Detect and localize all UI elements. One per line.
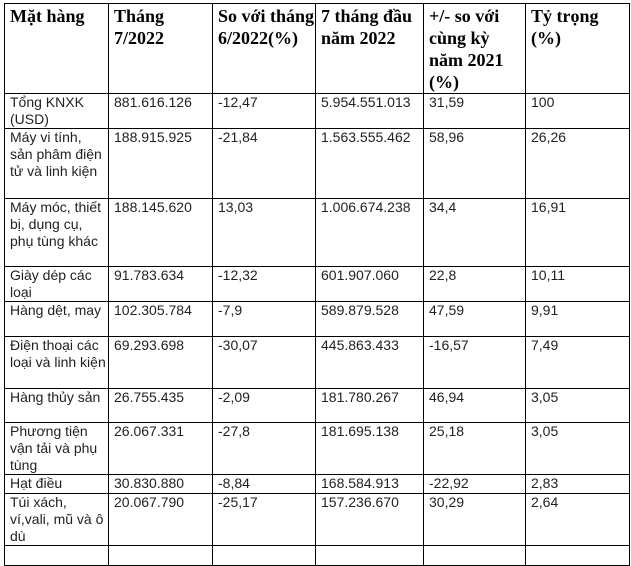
vs-prev-month: 13,03 <box>212 198 316 267</box>
table-row: Điện thoại các loại và linh kiện 69.293.6… <box>4 336 630 389</box>
share: 9,91 <box>525 301 630 337</box>
seven-month-value: 601.907.060 <box>315 266 424 302</box>
item-name: Máy vi tính, sản phâm điện tử và linh ki… <box>4 128 109 199</box>
vs-last-year: -16,57 <box>423 336 526 389</box>
vs-last-year: 46,94 <box>423 388 526 423</box>
vs-prev-month: -21,84 <box>212 128 316 199</box>
table-row: Tổng KNXK (USD) 881.616.126 -12,47 5.954.55… <box>4 93 630 129</box>
vs-last-year: -22,92 <box>423 474 526 494</box>
month-value: 102.305.784 <box>108 301 213 337</box>
table-row: Hàng thủy sản 26.755.435 -2,09 181.780.267 4… <box>4 388 630 423</box>
share: 3,05 <box>525 388 630 423</box>
table-body: Tổng KNXK (USD) 881.616.126 -12,47 5.954.55… <box>4 93 630 566</box>
header-7-months: 7 tháng đầu năm 2022 <box>315 3 424 94</box>
month-value: 26.755.435 <box>108 388 213 423</box>
table-row: Hàng dệt, may 102.305.784 -7,9 589.879.528 4… <box>4 301 630 337</box>
seven-month-value: 181.780.267 <box>315 388 424 423</box>
seven-month-value: 157.236.670 <box>315 493 424 546</box>
header-month: Tháng 7/2022 <box>108 3 213 94</box>
empty-cell <box>315 545 424 566</box>
header-share: Tỷ trọng (%) <box>525 3 630 94</box>
month-value: 30.830.880 <box>108 474 213 494</box>
seven-month-value: 1.563.555.462 <box>315 128 424 199</box>
share: 3,05 <box>525 422 630 475</box>
vs-prev-month: -2,09 <box>212 388 316 423</box>
seven-month-value: 5.954.551.013 <box>315 93 424 129</box>
share: 2,64 <box>525 493 630 546</box>
empty-cell <box>212 545 316 566</box>
table-row: Hạt điều 30.830.880 -8,84 168.584.913 -22,92… <box>4 474 630 494</box>
item-name: Giày dép các loại <box>4 266 109 302</box>
header-row: Mặt hàng Tháng 7/2022 So với tháng 6/202… <box>4 3 630 94</box>
header-vs-prev-month: So với tháng 6/2022(%) <box>212 3 316 94</box>
export-table: Mặt hàng Tháng 7/2022 So với tháng 6/202… <box>4 3 630 566</box>
share: 10,11 <box>525 266 630 302</box>
vs-last-year: 30,29 <box>423 493 526 546</box>
month-value: 69.293.698 <box>108 336 213 389</box>
seven-month-value: 589.879.528 <box>315 301 424 337</box>
empty-cell <box>4 545 109 566</box>
vs-last-year: 34,4 <box>423 198 526 267</box>
item-name: Điện thoại các loại và linh kiện <box>4 336 109 389</box>
vs-last-year: 31,59 <box>423 93 526 129</box>
vs-last-year: 22,8 <box>423 266 526 302</box>
seven-month-value: 168.584.913 <box>315 474 424 494</box>
empty-cell <box>525 545 630 566</box>
month-value: 188.145.620 <box>108 198 213 267</box>
item-name: Máy móc, thiết bị, dụng cụ, phụ tùng khá… <box>4 198 109 267</box>
vs-prev-month: -30,07 <box>212 336 316 389</box>
vs-prev-month: -8,84 <box>212 474 316 494</box>
item-name: Túi xách, ví,vali, mũ và ô dù <box>4 493 109 546</box>
vs-prev-month: -27,8 <box>212 422 316 475</box>
vs-prev-month: -12,32 <box>212 266 316 302</box>
month-value: 91.783.634 <box>108 266 213 302</box>
table-row: Phương tiện vận tải và phụ tùng 26.067.33… <box>4 422 630 475</box>
seven-month-value: 1.006.674.238 <box>315 198 424 267</box>
month-value: 188.915.925 <box>108 128 213 199</box>
item-name: Tổng KNXK (USD) <box>4 93 109 129</box>
table-row: Máy vi tính, sản phâm điện tử và linh ki… <box>4 128 630 199</box>
share: 2,83 <box>525 474 630 494</box>
share: 16,91 <box>525 198 630 267</box>
table-row-cutoff <box>4 545 630 566</box>
table-row: Túi xách, ví,vali, mũ và ô dù 20.067.790-… <box>4 493 630 546</box>
header-vs-last-year: +/- so với cùng kỳ năm 2021 (%) <box>423 3 526 94</box>
vs-prev-month: -12,47 <box>212 93 316 129</box>
item-name: Hạt điều <box>4 474 109 494</box>
vs-prev-month: -25,17 <box>212 493 316 546</box>
vs-last-year: 58,96 <box>423 128 526 199</box>
table-row: Giày dép các loại 91.783.634 -12,32 601.907… <box>4 266 630 302</box>
month-value: 26.067.331 <box>108 422 213 475</box>
item-name: Phương tiện vận tải và phụ tùng <box>4 422 109 475</box>
vs-last-year: 47,59 <box>423 301 526 337</box>
vs-prev-month: -7,9 <box>212 301 316 337</box>
item-name: Hàng thủy sản <box>4 388 109 423</box>
share: 7,49 <box>525 336 630 389</box>
share: 100 <box>525 93 630 129</box>
share: 26,26 <box>525 128 630 199</box>
month-value: 881.616.126 <box>108 93 213 129</box>
empty-cell <box>423 545 526 566</box>
table-row: Máy móc, thiết bị, dụng cụ, phụ tùng khá… <box>4 198 630 267</box>
seven-month-value: 445.863.433 <box>315 336 424 389</box>
header-item: Mặt hàng <box>4 3 109 94</box>
vs-last-year: 25,18 <box>423 422 526 475</box>
item-name: Hàng dệt, may <box>4 301 109 337</box>
seven-month-value: 181.695.138 <box>315 422 424 475</box>
empty-cell <box>108 545 213 566</box>
